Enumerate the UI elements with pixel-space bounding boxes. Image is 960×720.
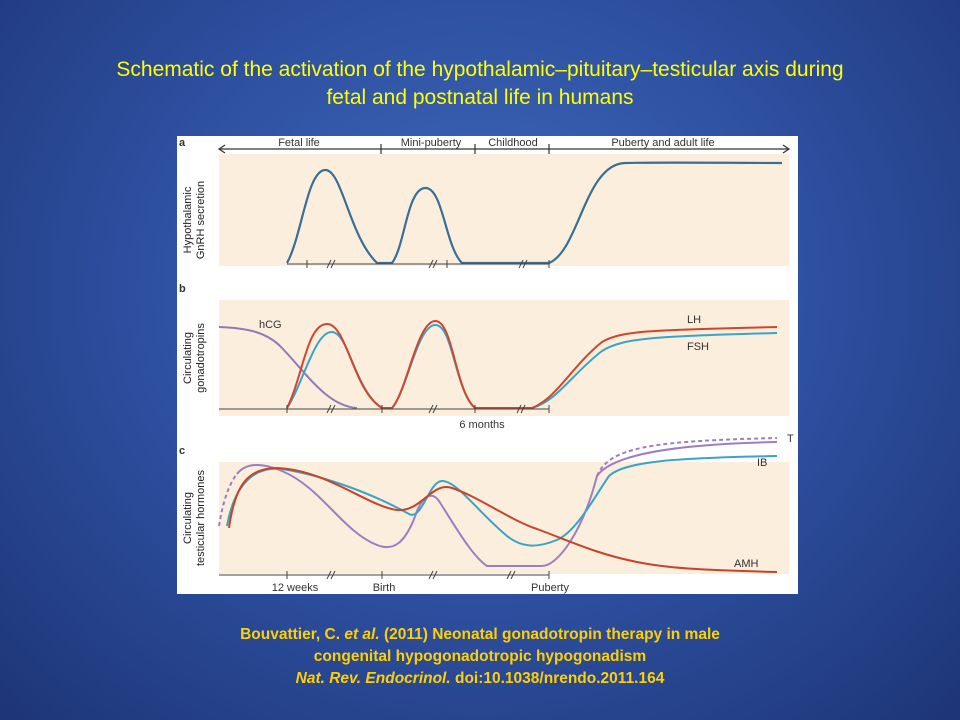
- slide-title: Schematic of the activation of the hypot…: [40, 56, 920, 112]
- lh-label: LH: [687, 314, 701, 326]
- panel-a-letter: a: [179, 137, 186, 149]
- schematic-figure: a b c Hypothalamic GnRH secretion Circul…: [177, 136, 798, 594]
- amh-label: AMH: [734, 558, 759, 570]
- citation-line-2: congenital hypogonadotropic hypogonadism: [313, 648, 647, 665]
- phase-timeline: [217, 144, 791, 154]
- panel-b-axis: [219, 404, 550, 414]
- puberty-label: Puberty: [531, 582, 569, 594]
- ib-curve: [226, 455, 778, 547]
- citation-line-3: Nat. Rev. Endocrinol. doi:10.1038/nrendo…: [120, 668, 840, 690]
- panel-b-ylabel-line-1: Circulating: [182, 332, 194, 384]
- citation-title-start: (2011) Neonatal gonadotropin therapy in …: [383, 626, 720, 643]
- citation-etal: et al.: [344, 626, 380, 643]
- citation-doi: doi:10.1038/nrendo.2011.164: [454, 670, 665, 687]
- panel-c-axis: [219, 570, 550, 580]
- fsh-curve: [286, 323, 778, 409]
- panel-c-ylabel-line-1: Circulating: [182, 492, 194, 544]
- phase-label-mini-puberty: Mini-puberty: [401, 137, 462, 149]
- panel-b-letter: b: [179, 283, 186, 295]
- panel-c-ylabel: Circulating testicular hormones: [182, 470, 207, 566]
- panel-a-background: [219, 154, 789, 266]
- fsh-label: FSH: [687, 341, 709, 353]
- figure-svg: a b c Hypothalamic GnRH secretion Circul…: [179, 137, 794, 594]
- birth-label: Birth: [373, 582, 396, 594]
- phase-label-fetal-life: Fetal life: [278, 137, 320, 149]
- citation-journal: Nat. Rev. Endocrinol.: [295, 670, 451, 687]
- amh-curve: [228, 466, 778, 573]
- t-curve-dashed: [218, 473, 238, 527]
- t-curve-dashed-upper: [596, 437, 778, 477]
- gnrh-secretion-curve: [286, 161, 783, 265]
- panel-b-background: [219, 300, 789, 416]
- panel-a-ylabel-line-1: Hypothalamic: [182, 186, 194, 253]
- hcg-curve: [218, 326, 358, 409]
- panel-b-ylabel-line-2: gonadotropins: [195, 323, 207, 393]
- ib-label: IB: [757, 457, 767, 469]
- hcg-label: hCG: [259, 319, 282, 331]
- lh-curve: [286, 319, 778, 409]
- panel-c-background: [219, 462, 789, 574]
- panel-a-ylabel: Hypothalamic GnRH secretion: [182, 181, 207, 259]
- slide-title-line-2: fetal and postnatal life in humans: [326, 86, 634, 109]
- phase-label-childhood: Childhood: [488, 137, 538, 149]
- citation-line-1: Bouvattier, C. et al. (2011) Neonatal go…: [120, 624, 840, 646]
- six-months-label: 6 months: [459, 419, 505, 431]
- panel-c-letter: c: [179, 445, 185, 457]
- twelve-weeks-label: 12 weeks: [272, 582, 319, 594]
- citation: Bouvattier, C. et al. (2011) Neonatal go…: [120, 624, 840, 690]
- panel-a-ylabel-line-2: GnRH secretion: [195, 181, 207, 259]
- slide-title-line-1: Schematic of the activation of the hypot…: [116, 58, 844, 81]
- panel-b-ylabel: Circulating gonadotropins: [182, 323, 207, 393]
- t-label: T: [787, 433, 794, 445]
- panel-a-axis: [287, 259, 550, 269]
- citation-authors: Bouvattier, C.: [240, 626, 341, 643]
- panel-c-ylabel-line-2: testicular hormones: [195, 470, 207, 566]
- phase-label-puberty-adult: Puberty and adult life: [611, 137, 714, 149]
